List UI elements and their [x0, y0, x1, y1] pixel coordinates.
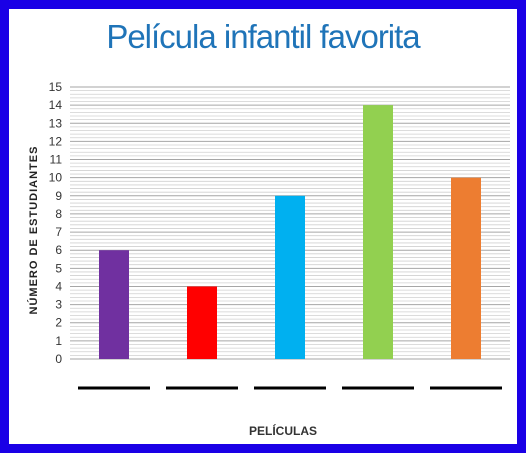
bar: [363, 105, 393, 359]
y-tick-label: 12: [49, 134, 63, 148]
y-tick-label: 3: [55, 298, 62, 312]
y-tick-label: 13: [49, 116, 63, 130]
y-tick-label: 6: [55, 243, 62, 257]
bar: [187, 286, 217, 359]
y-tick-label: 2: [55, 316, 62, 330]
bar: [275, 195, 305, 359]
y-tick-label: 7: [55, 225, 62, 239]
y-tick-label: 1: [55, 334, 62, 348]
chart-title: Película infantil favorita: [106, 18, 420, 55]
y-tick-label: 15: [49, 80, 63, 94]
y-tick-label: 10: [49, 171, 63, 185]
y-tick-label: 8: [55, 207, 62, 221]
bars: [99, 105, 481, 359]
y-tick-label: 5: [55, 261, 62, 275]
y-tick-label: 4: [55, 279, 62, 293]
y-tick-label: 11: [50, 153, 63, 167]
x-axis-label: PELÍCULAS: [248, 424, 317, 438]
bar: [451, 177, 481, 359]
y-tick-label: 9: [55, 189, 62, 203]
bar: [99, 250, 129, 359]
y-tick-label: 14: [49, 98, 63, 112]
y-tick-label: 0: [55, 352, 62, 366]
